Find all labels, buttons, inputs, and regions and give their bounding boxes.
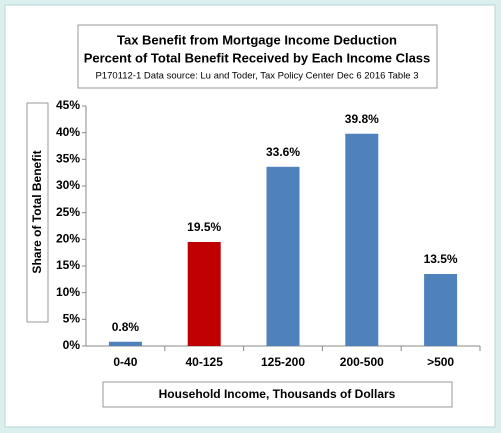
y-tick-label: 5% bbox=[63, 312, 81, 326]
y-tick-label: 30% bbox=[56, 178, 80, 192]
chart-title: Tax Benefit from Mortgage Income Deducti… bbox=[117, 32, 397, 47]
y-tick-label: 45% bbox=[56, 98, 80, 112]
y-tick-label: 10% bbox=[56, 285, 80, 299]
bar bbox=[187, 242, 221, 346]
data-label: 19.5% bbox=[187, 220, 221, 234]
chart-source: P170112-1 Data source: Lu and Toder, Tax… bbox=[95, 71, 418, 82]
x-tick-label: 40-125 bbox=[186, 355, 224, 369]
bar bbox=[345, 133, 379, 346]
x-axis-label: Household Income, Thousands of Dollars bbox=[159, 387, 396, 401]
data-label: 33.6% bbox=[266, 145, 300, 159]
y-tick-label: 35% bbox=[56, 152, 80, 166]
data-label: 39.8% bbox=[345, 112, 379, 126]
bar bbox=[266, 166, 300, 346]
bar bbox=[108, 341, 142, 346]
y-tick-label: 0% bbox=[63, 338, 81, 352]
data-label: 0.8% bbox=[112, 320, 140, 334]
y-tick-label: 25% bbox=[56, 205, 80, 219]
x-tick-label: >500 bbox=[427, 355, 454, 369]
y-label-box bbox=[26, 102, 49, 323]
y-tick-label: 15% bbox=[56, 258, 80, 272]
data-label: 13.5% bbox=[424, 252, 458, 266]
x-tick-label: 200-500 bbox=[340, 355, 384, 369]
x-tick-label: 125-200 bbox=[261, 355, 305, 369]
y-tick-label: 40% bbox=[56, 125, 80, 139]
x-tick-label: 0-40 bbox=[113, 355, 137, 369]
title-box bbox=[77, 24, 438, 89]
chart-subtitle: Percent of Total Benefit Received by Eac… bbox=[84, 50, 431, 65]
y-axis-label: Share of Total Benefit bbox=[30, 150, 44, 273]
x-label-box bbox=[102, 381, 453, 408]
y-tick-label: 20% bbox=[56, 232, 80, 246]
bar bbox=[424, 274, 458, 346]
